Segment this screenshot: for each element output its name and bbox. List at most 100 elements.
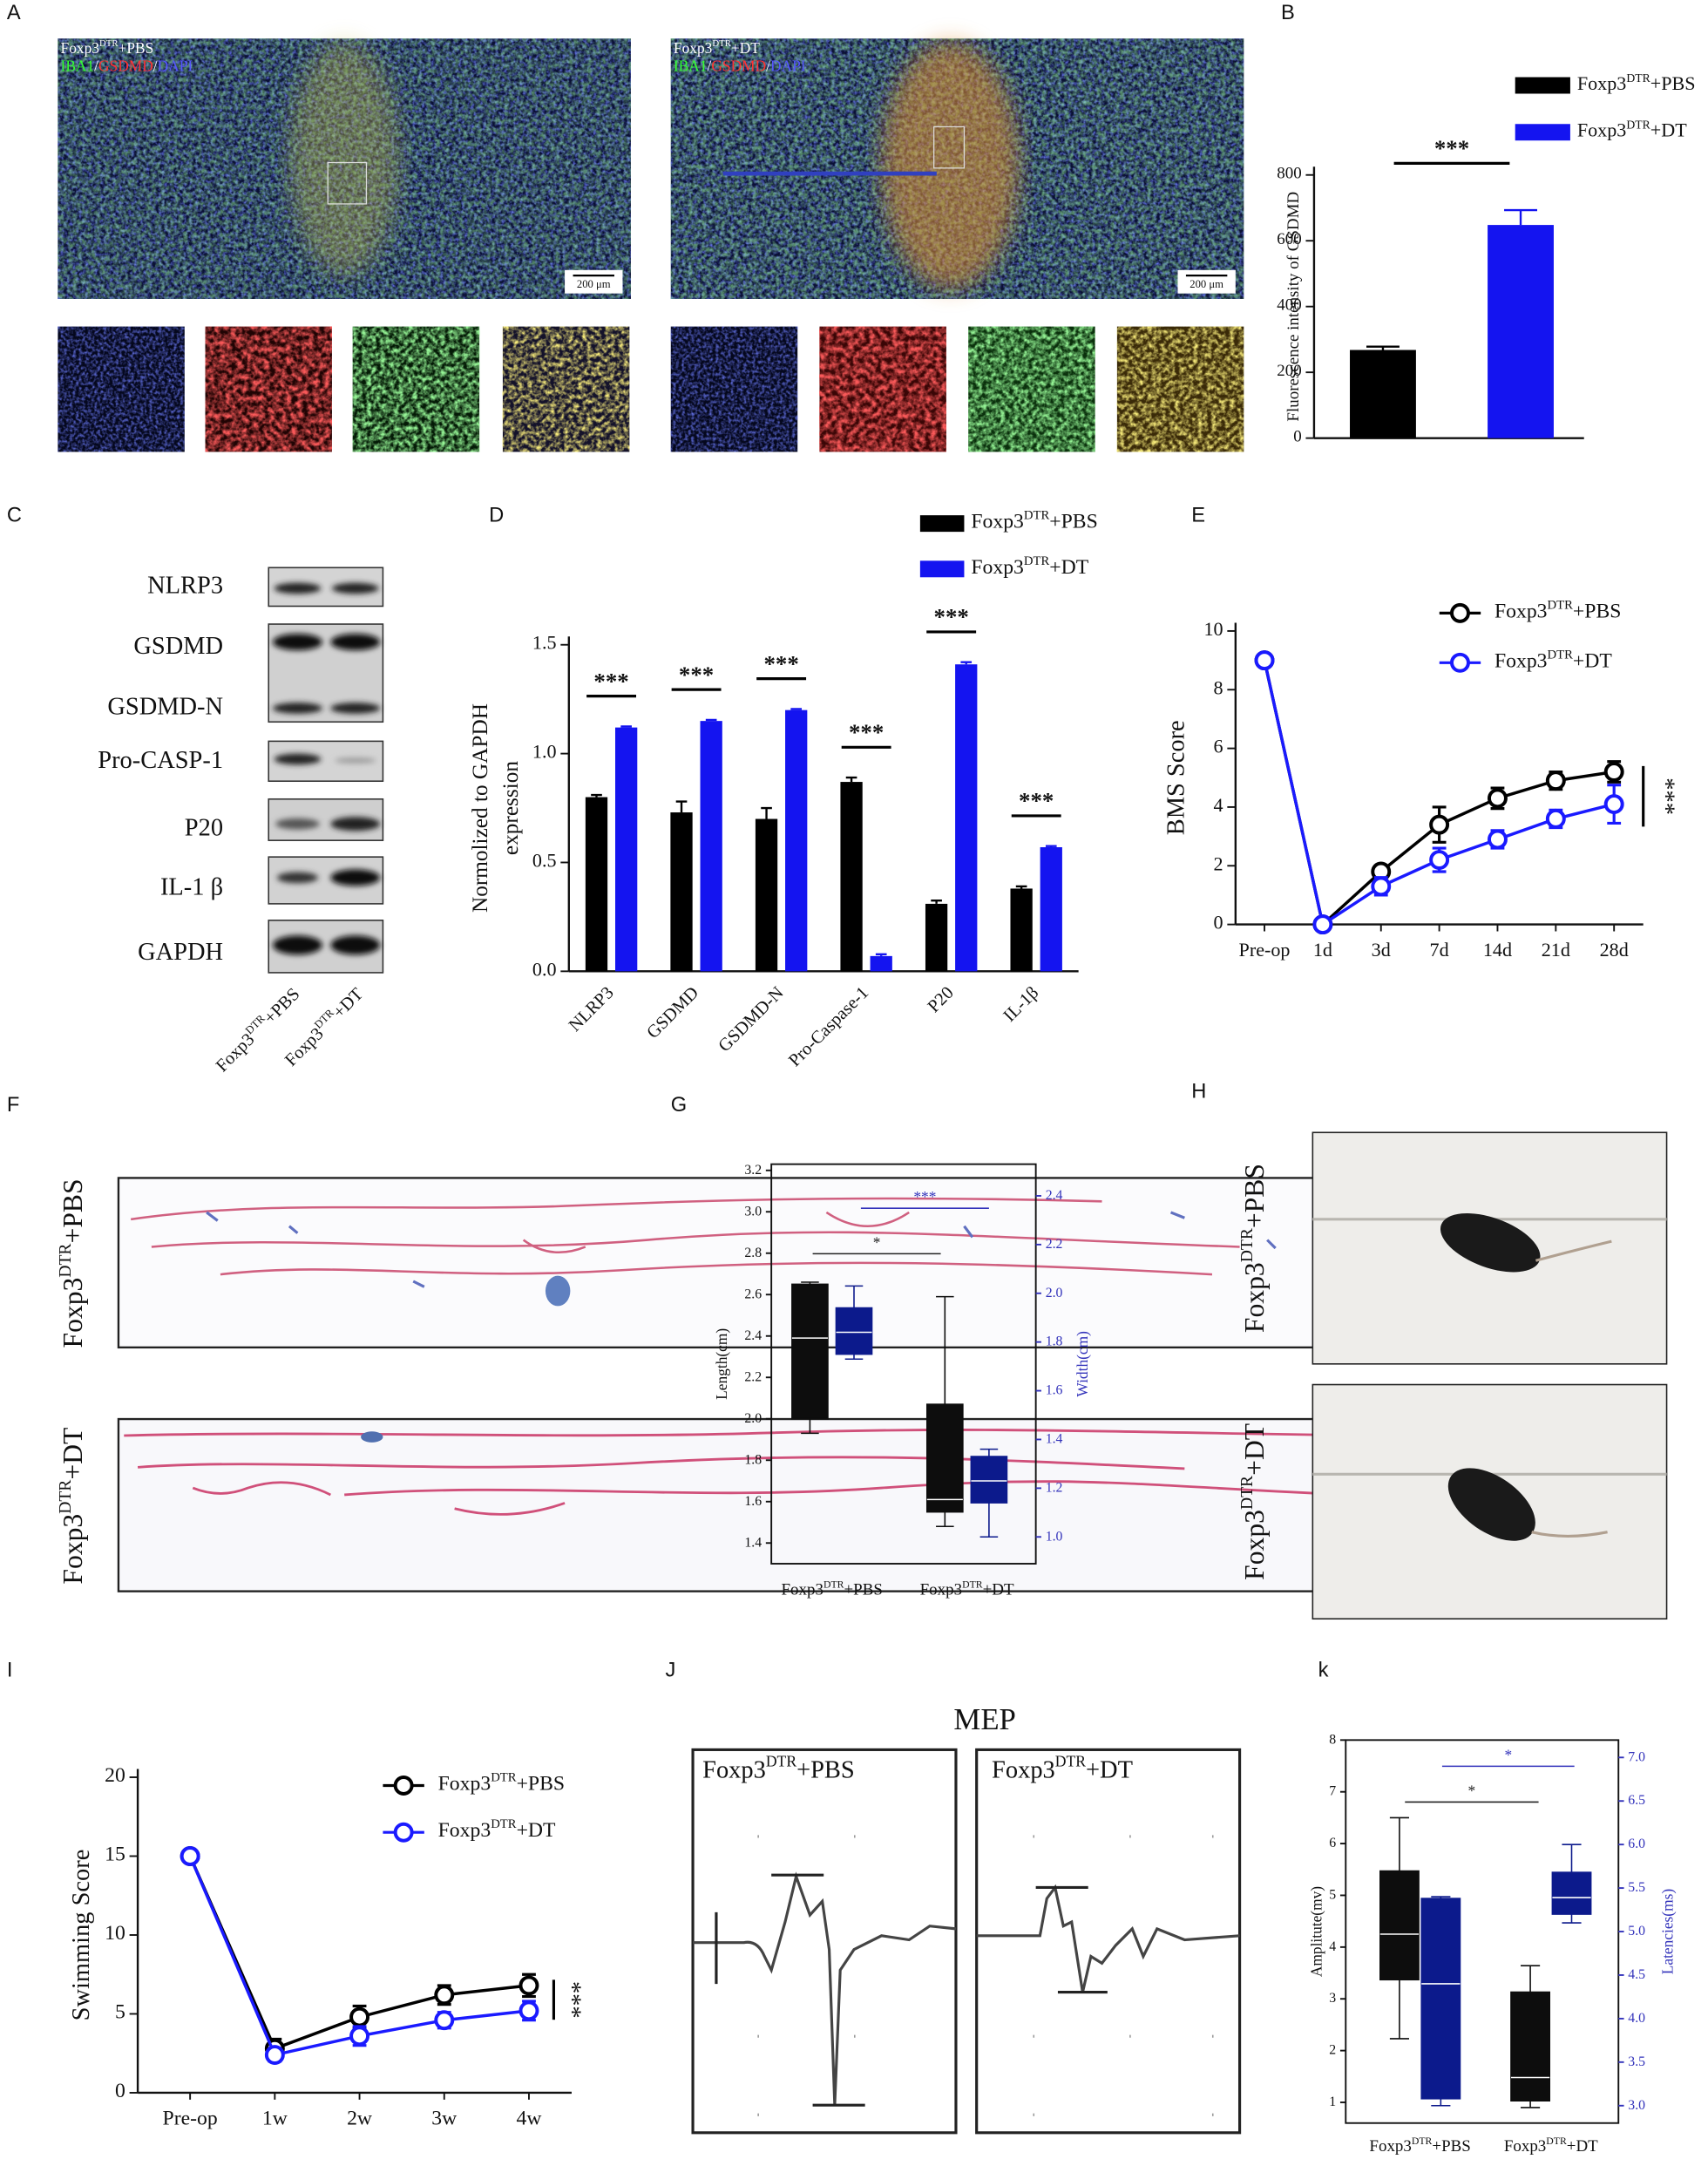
text-part: Foxp3 xyxy=(1239,1262,1270,1333)
text-part: IL-1 β xyxy=(160,873,223,900)
text-part: / xyxy=(94,58,98,74)
marker xyxy=(1312,914,1333,935)
y-tick-label: 1.8 xyxy=(744,1452,762,1467)
text-part: +DT xyxy=(1573,650,1612,673)
panel-letter: F xyxy=(7,1095,19,1117)
text-part: MEP xyxy=(953,1702,1015,1736)
thumb-noise xyxy=(58,326,185,452)
legend-swatch xyxy=(919,560,965,578)
bar xyxy=(870,955,892,972)
marker xyxy=(434,2010,455,2031)
marker xyxy=(1254,650,1275,671)
text-part: 5.5 xyxy=(1628,1880,1645,1895)
scale-bar-label: 200 μm xyxy=(577,278,611,290)
marker xyxy=(1603,762,1624,782)
text-part: DTR xyxy=(491,1771,517,1785)
text-part: 400 xyxy=(1277,296,1301,315)
text-part: C xyxy=(7,505,22,527)
text-part: 1.0 xyxy=(1046,1529,1063,1544)
text-part: GSDMD xyxy=(711,58,766,74)
band xyxy=(275,818,320,830)
legend-label: Foxp3DTR+PBS xyxy=(1577,71,1696,94)
error-bar xyxy=(875,953,887,956)
marker xyxy=(1429,850,1450,870)
significance-label: *** xyxy=(1434,135,1469,161)
significance-label: *** xyxy=(593,669,628,695)
text-part: 200 μm xyxy=(577,278,611,290)
text-part: IL-1β xyxy=(1000,983,1042,1026)
text-part: *** xyxy=(934,604,969,630)
tissue-image xyxy=(117,1417,1395,1592)
text-part: 2.2 xyxy=(1046,1236,1063,1251)
text-part: DTR xyxy=(1238,1475,1257,1510)
panel-letter: E xyxy=(1191,505,1205,527)
text-part: 0 xyxy=(1214,912,1223,934)
band xyxy=(331,582,379,594)
text-part: Foxp3 xyxy=(1504,2138,1546,2156)
text-part: P20 xyxy=(924,983,957,1016)
thumb-noise xyxy=(1116,326,1244,452)
thumbnails xyxy=(58,326,1244,452)
text-part: +DT xyxy=(58,1428,88,1480)
x-tick-label: Pre-op xyxy=(163,2108,218,2130)
text-part: +PBS xyxy=(1049,511,1098,533)
text-part: 5 xyxy=(1329,1887,1336,1902)
error-bar xyxy=(620,725,632,728)
text-part: F xyxy=(7,1095,19,1117)
text-part: 1.0 xyxy=(532,741,557,763)
text-part: 1d xyxy=(1313,939,1332,961)
error-bar xyxy=(931,899,942,904)
y-tick-label: 3.5 xyxy=(1628,2054,1645,2068)
text-part: DTR xyxy=(491,1818,517,1832)
y-axis-label: Swimming Score xyxy=(67,1850,94,2021)
y-tick-label: 4.5 xyxy=(1628,1967,1645,1982)
text-part: +PBS xyxy=(119,40,154,57)
y-tick-label: 2 xyxy=(1329,2042,1336,2057)
y-tick-label: 0.0 xyxy=(532,958,557,980)
panel-letter: D xyxy=(489,505,504,527)
text-part: 15 xyxy=(105,1843,125,1866)
y-tick-label: 5.0 xyxy=(1628,1924,1645,1939)
x-tick-label: Pro-Caspase-1 xyxy=(785,983,872,1070)
bar xyxy=(585,797,608,972)
x-tick-label: IL-1β xyxy=(1000,983,1042,1026)
error-bar xyxy=(705,718,717,722)
y-tick-label: 3 xyxy=(1329,1991,1336,2006)
trace-label: Foxp3DTR+PBS xyxy=(702,1753,855,1783)
legend-swatch xyxy=(1515,77,1570,94)
panel-letter: H xyxy=(1191,1081,1206,1103)
text-part: Width(cm) xyxy=(1074,1331,1091,1397)
text-part: Normolized to GAPDH xyxy=(468,703,492,913)
text-part: *** xyxy=(679,662,714,688)
text-part: Foxp3 xyxy=(1577,119,1627,141)
image-title: Foxp3DTR+DT xyxy=(674,38,760,57)
y-tick-label: 8 xyxy=(1329,1732,1336,1747)
tissue-stain xyxy=(130,1197,1240,1276)
legend-marker xyxy=(1450,602,1470,623)
error-bar xyxy=(845,776,857,783)
band xyxy=(274,582,322,594)
text-part: DAPI xyxy=(770,58,806,74)
error-bar xyxy=(1045,845,1057,847)
marker xyxy=(1488,829,1508,850)
text-part: NLRP3 xyxy=(147,572,223,599)
tissue-stain xyxy=(545,1275,571,1307)
panel-letter: k xyxy=(1318,1660,1329,1682)
text-part: Fluorescence intensity of GSDMD xyxy=(1284,192,1303,422)
row-label: IL-1 β xyxy=(160,873,223,900)
y-axis-label: Amplitute(mv) xyxy=(1309,1886,1325,1977)
image-title: Foxp3DTR+PBS xyxy=(61,38,154,57)
thumb-noise xyxy=(968,326,1095,452)
y-tick-label: 0 xyxy=(1293,428,1301,446)
band xyxy=(274,753,322,765)
y-tick-label: 2.4 xyxy=(1046,1188,1063,1203)
y-tick-label: 10 xyxy=(1203,618,1223,640)
y-tick-label: 2 xyxy=(1214,852,1223,874)
text-part: +DT xyxy=(1239,1423,1270,1476)
thumb-noise xyxy=(502,326,630,452)
text-part: DTR xyxy=(1626,118,1650,131)
text-part: 1.8 xyxy=(1046,1334,1063,1348)
text-part: 4.5 xyxy=(1628,1967,1645,1982)
tissue-images: Foxp3DTR+PBS Foxp3DTR+DT xyxy=(57,1177,1395,1592)
text-part: +PBS xyxy=(1239,1164,1270,1228)
